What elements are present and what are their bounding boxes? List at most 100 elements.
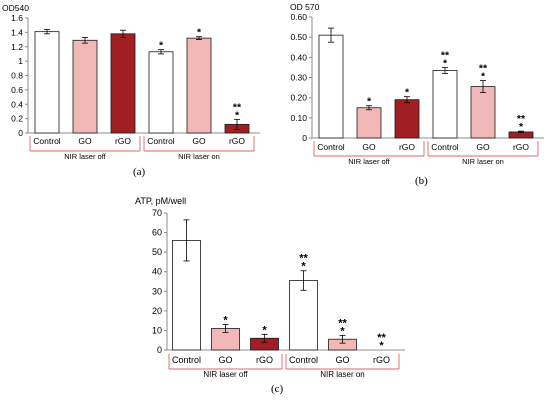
bar-go-laser-on xyxy=(470,86,496,139)
x-tick-label: rGO xyxy=(399,142,415,152)
error-bar xyxy=(300,270,307,291)
x-tick-label: GO xyxy=(218,355,232,365)
x-tick-label: rGO xyxy=(256,355,273,365)
group-bracket xyxy=(285,354,400,370)
y-axis-label: OD540 xyxy=(2,3,29,13)
y-tick-label: 0.2 xyxy=(11,114,23,124)
error-bar xyxy=(44,29,50,35)
bar-control-laser-on xyxy=(289,280,318,351)
significance-marker: ** xyxy=(479,63,488,75)
y-tick-label: 10 xyxy=(152,325,162,335)
group-bracket xyxy=(313,141,425,157)
x-tick-label: GO xyxy=(335,355,349,365)
significance-marker: * xyxy=(197,27,202,39)
chart-c-svg: ATP, pM/well 0 10 20 30 40 50 60 70 Control * GO * rG… xyxy=(135,196,405,379)
error-bar xyxy=(261,333,268,343)
error-bar xyxy=(120,29,126,38)
chart-panel-b: OD 570 0 0.10 0.20 0.30 0.40 0.50 0.60 Control * G… xyxy=(280,0,550,190)
y-tick-label: 1.6 xyxy=(11,13,23,23)
significance-marker: * xyxy=(301,261,306,273)
chart-panel-a: OD540 0 0.2 0.4 0.6 0.8 1 1.2 1.4 1.6 Control GO rGO… xyxy=(0,0,270,180)
y-tick-label: 0 xyxy=(18,128,23,138)
bar-control-laser-off xyxy=(34,31,60,134)
significance-marker: ** xyxy=(233,101,242,113)
y-tick-label: 0.30 xyxy=(290,73,307,83)
significance-marker: * xyxy=(481,71,486,83)
bar-rgo-laser-off xyxy=(394,99,420,139)
x-tick-label: Control xyxy=(33,136,61,146)
y-tick-label: 0 xyxy=(302,133,307,143)
y-tick-label: 50 xyxy=(152,247,162,257)
bar-rgo-laser-off xyxy=(110,33,136,134)
y-tick-label: 0.40 xyxy=(290,52,307,62)
x-tick-label: Control xyxy=(289,355,318,365)
y-tick-label: 30 xyxy=(152,286,162,296)
chart-panel-c: ATP, pM/well 0 10 20 30 40 50 60 70 Control * GO * rG… xyxy=(120,195,420,400)
x-tick-label: Control xyxy=(172,355,201,365)
error-bar xyxy=(196,36,202,40)
bar-control-laser-off xyxy=(318,34,344,139)
significance-marker: * xyxy=(379,340,384,352)
error-bar xyxy=(158,49,164,55)
x-tick-label: rGO xyxy=(373,355,390,365)
y-tick-label: 0.6 xyxy=(11,85,23,95)
y-tick-label: 0 xyxy=(157,345,162,355)
group-label: NIR laser off xyxy=(203,370,248,379)
error-bar xyxy=(339,334,346,344)
bar-go-laser-off xyxy=(356,107,382,139)
error-bar xyxy=(480,80,486,94)
significance-marker: * xyxy=(235,109,240,121)
y-tick-label: 1 xyxy=(18,56,23,66)
y-tick-label: 1.4 xyxy=(11,27,23,37)
significance-marker: * xyxy=(223,315,228,327)
y-tick-label: 70 xyxy=(152,208,162,218)
x-tick-label: GO xyxy=(362,142,376,152)
group-label: NIR laser on xyxy=(462,157,504,166)
error-bar xyxy=(183,219,190,262)
y-axis-label: ATP, pM/well xyxy=(135,196,186,206)
group-bracket xyxy=(427,141,539,157)
panel-label-b: (b) xyxy=(415,175,428,187)
bar-go-laser-off xyxy=(72,39,98,134)
group-label: NIR laser off xyxy=(348,157,390,166)
group-bracket xyxy=(168,354,283,370)
x-tick-label: GO xyxy=(476,142,490,152)
y-axis-label: OD 570 xyxy=(290,2,320,12)
error-bar xyxy=(518,130,524,134)
y-tick-label: 0.8 xyxy=(11,71,23,81)
significance-marker: ** xyxy=(299,253,308,265)
significance-marker: * xyxy=(367,96,372,108)
x-tick-label: Control xyxy=(317,142,345,152)
y-tick-label: 0.4 xyxy=(11,99,23,109)
x-tick-label: GO xyxy=(192,136,206,146)
y-tick-label: 40 xyxy=(152,267,162,277)
group-label: NIR laser on xyxy=(178,152,220,161)
x-tick-label: GO xyxy=(78,136,92,146)
x-tick-label: Control xyxy=(431,142,459,152)
group-label: NIR laser on xyxy=(320,370,364,379)
significance-marker: * xyxy=(262,324,267,336)
x-tick-label: rGO xyxy=(229,136,245,146)
significance-marker: * xyxy=(519,121,524,133)
y-tick-label: 0.60 xyxy=(290,12,307,22)
panel-label-a: (a) xyxy=(133,166,146,178)
y-tick-label: 1.2 xyxy=(11,42,23,52)
y-tick-label: 0.10 xyxy=(290,113,307,123)
error-bar xyxy=(222,324,229,333)
y-tick-label: 20 xyxy=(152,306,162,316)
y-tick-label: 0.20 xyxy=(290,93,307,103)
group-bracket xyxy=(29,136,141,152)
significance-marker: * xyxy=(405,87,410,99)
significance-marker: ** xyxy=(517,113,526,125)
significance-marker: ** xyxy=(441,49,450,61)
significance-marker: * xyxy=(159,40,164,52)
error-bar xyxy=(442,67,448,74)
significance-marker: * xyxy=(340,325,345,337)
group-label: NIR laser off xyxy=(64,152,106,161)
error-bar xyxy=(82,37,88,44)
error-bar xyxy=(366,105,372,111)
y-tick-label: 60 xyxy=(152,228,162,238)
error-bar xyxy=(404,96,410,104)
chart-b-svg: OD 570 0 0.10 0.20 0.30 0.40 0.50 0.60 Control * G… xyxy=(290,2,544,166)
significance-marker: ** xyxy=(338,317,347,329)
